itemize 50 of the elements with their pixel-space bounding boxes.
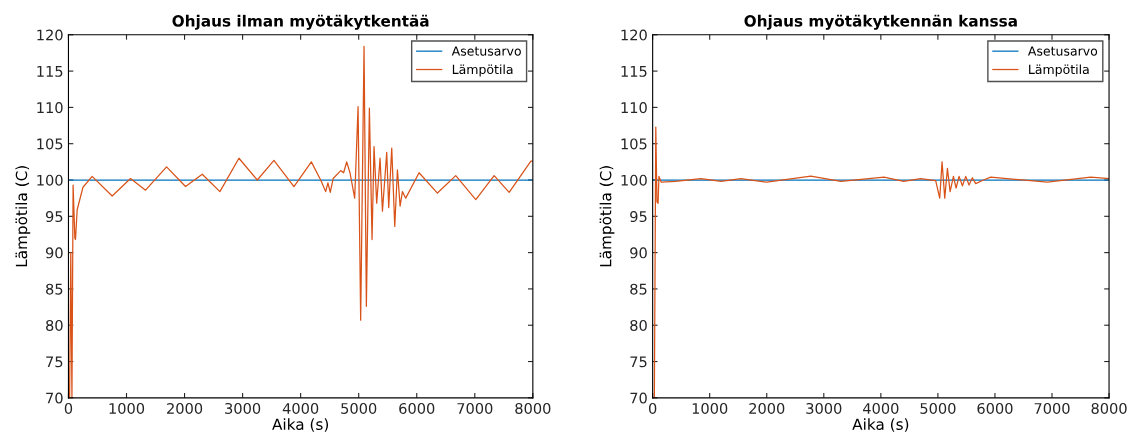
y-tick-label: 75: [630, 356, 647, 368]
x-tick-label: 7000: [1034, 402, 1070, 414]
y-tick-label: 90: [45, 247, 63, 259]
y-tick-label: 115: [621, 66, 647, 77]
y-tick-label: 100: [621, 174, 647, 186]
y-tick-label: 85: [630, 283, 647, 295]
x-axis-title: Aika (s): [852, 418, 909, 432]
y-tick-label: 110: [37, 102, 63, 114]
y-tick-label: 85: [46, 283, 63, 295]
y-tick-label: 105: [37, 138, 63, 150]
x-tick-label: 5000: [920, 402, 956, 414]
legend-label: Asetusarvo: [451, 46, 521, 56]
y-tick-label: 95: [630, 211, 647, 223]
y-tick-label: 90: [630, 247, 647, 259]
x-tick-label: 8000: [515, 402, 551, 414]
legend-label: Lämpötila: [452, 64, 513, 77]
y-tick-label: 105: [621, 138, 647, 150]
y-tick-label: 75: [46, 356, 63, 368]
y-tick-label: 100: [37, 174, 63, 186]
x-axis-title: Aika (s): [272, 418, 329, 432]
y-tick-label: 70: [46, 392, 63, 404]
y-axis-title: Lämpötila (C): [15, 166, 31, 267]
x-tick-label: 4000: [863, 402, 899, 414]
y-tick-label: 80: [630, 319, 647, 331]
x-tick-label: 2000: [167, 402, 203, 414]
x-tick-label: 7000: [457, 402, 493, 414]
y-tick-label: 120: [37, 29, 63, 41]
x-tick-label: 6000: [977, 402, 1013, 414]
legend-label: Asetusarvo: [1027, 46, 1098, 56]
x-tick-label: 0: [648, 402, 657, 414]
x-tick-label: 3000: [806, 402, 842, 414]
y-tick-label: 95: [45, 211, 63, 223]
chart-title: Ohjaus ilman myötäkytkentää: [172, 14, 429, 30]
x-tick-label: 8000: [1091, 402, 1127, 414]
x-tick-label: 4000: [282, 402, 319, 414]
x-tick-label: 2000: [749, 402, 785, 414]
y-tick-label: 110: [621, 102, 647, 114]
x-tick-label: 5000: [341, 402, 377, 414]
y-tick-label: 115: [37, 66, 63, 77]
y-tick-label: 120: [621, 29, 647, 41]
y-tick-label: 80: [46, 319, 63, 331]
x-tick-label: 1000: [692, 402, 728, 414]
x-tick-label: 0: [64, 402, 73, 414]
chart-title: Ohjaus myötäkytkennän kanssa: [744, 14, 1017, 30]
x-tick-label: 3000: [225, 402, 261, 414]
y-tick-label: 70: [630, 392, 647, 404]
legend-label: Lämpötila: [1029, 64, 1089, 77]
x-tick-label: 1000: [109, 402, 145, 414]
y-axis-title: Lämpötila (C): [599, 166, 615, 267]
x-tick-label: 6000: [399, 402, 435, 414]
